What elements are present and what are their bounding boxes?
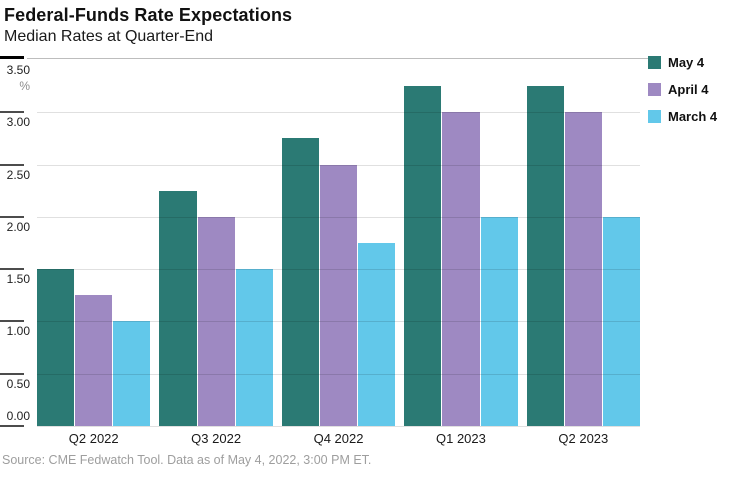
legend-label: March 4 [668, 109, 718, 124]
y-axis-unit-label: % [19, 79, 30, 93]
legend-item-march-4: March 4 [648, 109, 717, 124]
legend-swatch [648, 110, 661, 123]
bar-may-4 [37, 269, 75, 426]
y-axis-label: 0.50 [6, 377, 30, 391]
legend-swatch [648, 56, 661, 69]
y-axis-tick [0, 216, 24, 218]
bar-april-4 [75, 295, 113, 426]
y-axis-label: 3.00 [6, 115, 30, 129]
y-axis-tick [0, 320, 24, 322]
legend-item-april-4: April 4 [648, 82, 717, 97]
bar-group-q4-2022 [281, 60, 396, 426]
legend-label: May 4 [668, 55, 705, 70]
legend-label: April 4 [668, 82, 709, 97]
gridline [37, 112, 640, 113]
bar-april-4 [197, 216, 235, 426]
bar-march-4 [602, 216, 641, 426]
bar-march-4 [480, 216, 518, 426]
y-axis-tick [0, 164, 24, 166]
bar-group-q2-2023 [526, 60, 641, 426]
bar-april-4 [564, 112, 602, 426]
brand-rule [0, 56, 24, 59]
x-axis-label: Q1 2023 [435, 431, 486, 446]
bar-april-4 [319, 164, 358, 426]
bar-may-4 [281, 138, 319, 426]
bar-march-4 [358, 243, 396, 426]
bar-group-q1-2023 [404, 60, 518, 426]
plot-area [37, 60, 641, 426]
bar-march-4 [113, 321, 151, 426]
bar-may-4 [404, 86, 442, 426]
y-axis-label: 1.00 [6, 324, 30, 338]
legend: May 4 April 4 March 4 [648, 55, 717, 136]
legend-swatch [648, 83, 661, 96]
y-axis-label: 3.50 [6, 63, 30, 77]
bar-group-q2-2022 [37, 60, 151, 426]
y-axis-label: 2.00 [6, 220, 30, 234]
y-axis-label: 2.50 [6, 168, 30, 182]
gridline [37, 321, 640, 322]
x-axis-labels: Q2 2022 Q3 2022 Q4 2022 Q1 2023 Q2 2023 [37, 431, 640, 446]
x-axis-label: Q2 2023 [558, 431, 609, 446]
gridline [37, 217, 640, 218]
y-axis-label: 1.50 [6, 272, 30, 286]
source-note: Source: CME Fedwatch Tool. Data as of Ma… [2, 453, 372, 467]
y-axis-tick [0, 373, 24, 375]
x-axis-label: Q4 2022 [313, 431, 364, 446]
legend-item-may-4: May 4 [648, 55, 717, 70]
bar-may-4 [526, 86, 564, 426]
chart-subtitle: Median Rates at Quarter-End [4, 28, 213, 45]
top-gridline [27, 58, 660, 59]
y-axis-tick [0, 268, 24, 270]
x-axis-label: Q2 2022 [68, 431, 119, 446]
bar-april-4 [442, 112, 480, 426]
y-axis-tick [0, 425, 24, 427]
chart-title: Federal-Funds Rate Expectations [4, 5, 293, 25]
gridline [37, 165, 640, 166]
bar-may-4 [159, 190, 197, 426]
gridline [37, 374, 640, 375]
gridline [37, 426, 640, 427]
bar-group-q3-2022 [159, 60, 273, 426]
y-axis-tick [0, 111, 24, 113]
gridline [37, 269, 640, 270]
bar-march-4 [235, 269, 273, 426]
y-axis-label: 0.00 [6, 409, 30, 423]
x-axis-label: Q3 2022 [191, 431, 242, 446]
